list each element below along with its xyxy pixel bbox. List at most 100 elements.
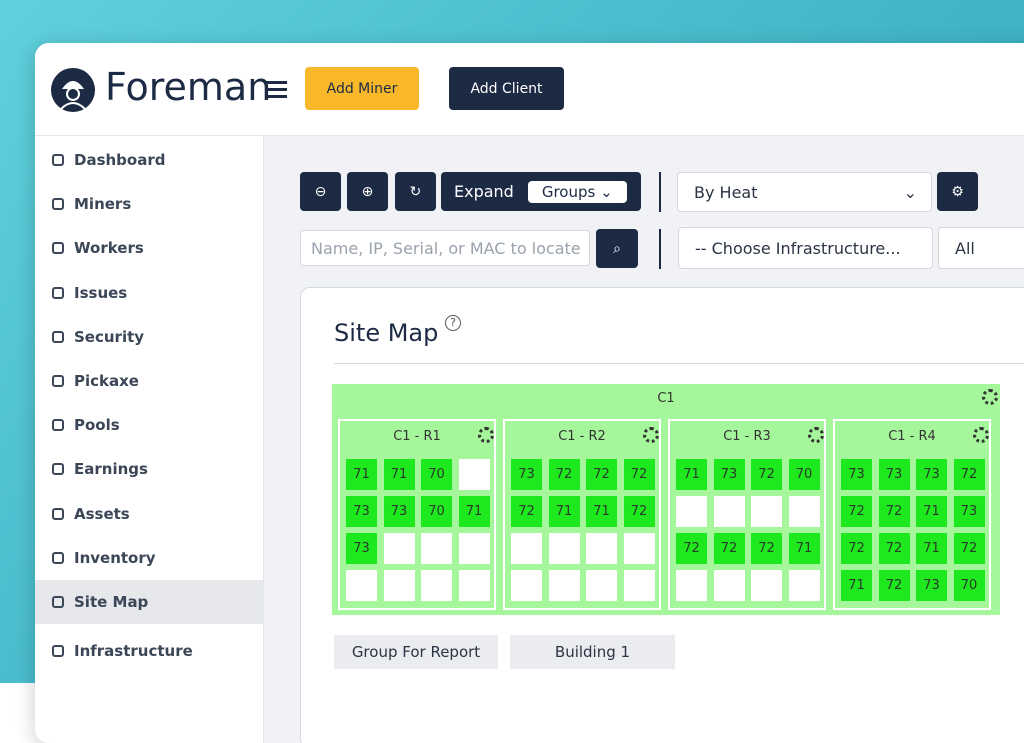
filter-select[interactable]: All <box>938 227 1024 269</box>
miner-cell[interactable]: 71 <box>549 496 580 527</box>
empty-slot[interactable] <box>624 533 655 564</box>
miner-cell[interactable]: 72 <box>841 496 872 527</box>
tab[interactable]: Building 1 <box>510 635 675 669</box>
view-select[interactable]: By Heat⌄ <box>677 172 932 212</box>
miner-cell[interactable]: 72 <box>586 459 617 490</box>
empty-slot[interactable] <box>676 496 707 527</box>
rack-settings[interactable] <box>973 427 989 443</box>
miner-cell[interactable]: 71 <box>916 533 947 564</box>
infrastructure-select[interactable]: -- Choose Infrastructure... <box>678 227 933 269</box>
container-settings[interactable] <box>982 389 998 405</box>
empty-slot[interactable] <box>789 496 820 527</box>
miner-cell[interactable]: 72 <box>624 459 655 490</box>
miner-cell[interactable]: 71 <box>916 496 947 527</box>
nav-item[interactable]: Pickaxe <box>35 359 263 403</box>
tab[interactable]: Group For Report <box>334 635 498 669</box>
nav-item[interactable]: Pools <box>35 403 263 447</box>
nav-item[interactable]: Site Map <box>35 580 263 624</box>
miner-cell[interactable]: 71 <box>676 459 707 490</box>
empty-slot[interactable] <box>511 570 542 601</box>
miner-cell[interactable]: 72 <box>549 459 580 490</box>
empty-slot[interactable] <box>751 570 782 601</box>
miner-cell[interactable]: 72 <box>751 533 782 564</box>
nav-item[interactable]: Assets <box>35 492 263 536</box>
miner-cell[interactable]: 70 <box>954 570 985 601</box>
empty-slot[interactable] <box>421 533 452 564</box>
empty-slot[interactable] <box>511 533 542 564</box>
miner-cell[interactable]: 72 <box>954 459 985 490</box>
miner-cell[interactable]: 73 <box>879 459 910 490</box>
miner-cell[interactable]: 72 <box>879 570 910 601</box>
miner-cell[interactable]: 73 <box>511 459 542 490</box>
nav-item[interactable]: Inventory <box>35 536 263 580</box>
nav-item[interactable]: Miners <box>35 182 263 226</box>
miner-cell[interactable]: 72 <box>676 533 707 564</box>
miner-cell[interactable]: 73 <box>384 496 415 527</box>
settings-button[interactable]: ⚙ <box>937 172 978 211</box>
miner-cell[interactable]: 73 <box>916 459 947 490</box>
miner-cell[interactable]: 72 <box>511 496 542 527</box>
miner-cell[interactable]: 71 <box>384 459 415 490</box>
miner-cell[interactable]: 72 <box>714 533 745 564</box>
miner-cell[interactable]: 71 <box>459 496 490 527</box>
miner-cell[interactable]: 73 <box>346 496 377 527</box>
empty-slot[interactable] <box>384 533 415 564</box>
miner-cell[interactable]: 71 <box>586 496 617 527</box>
rack-settings[interactable] <box>643 427 659 443</box>
miner-cell[interactable]: 72 <box>624 496 655 527</box>
add-miner-button[interactable]: Add Miner <box>305 67 419 110</box>
nav-item[interactable]: Dashboard <box>35 138 263 182</box>
empty-slot[interactable] <box>624 570 655 601</box>
miner-cell[interactable]: 73 <box>841 459 872 490</box>
miner-cell[interactable]: 73 <box>714 459 745 490</box>
rack-settings[interactable] <box>808 427 824 443</box>
search-button[interactable]: ⌕ <box>596 229 638 268</box>
empty-slot[interactable] <box>384 570 415 601</box>
empty-slot[interactable] <box>789 570 820 601</box>
nav-item[interactable]: Workers <box>35 226 263 270</box>
empty-slot[interactable] <box>421 570 452 601</box>
divider <box>659 172 661 212</box>
miner-cell[interactable]: 73 <box>346 533 377 564</box>
nav-item[interactable]: Infrastructure <box>35 629 263 673</box>
empty-slot[interactable] <box>346 570 377 601</box>
nav-item[interactable]: Issues <box>35 271 263 315</box>
empty-slot[interactable] <box>586 570 617 601</box>
groups-select[interactable]: Groups ⌄ <box>528 181 627 203</box>
miner-cell[interactable]: 71 <box>789 533 820 564</box>
nav-item[interactable]: Security <box>35 315 263 359</box>
empty-slot[interactable] <box>459 459 490 490</box>
zoom-out-button[interactable]: ⊖ <box>300 172 341 211</box>
empty-slot[interactable] <box>459 533 490 564</box>
miner-cell[interactable]: 71 <box>346 459 377 490</box>
zoom-in-button[interactable]: ⊕ <box>347 172 388 211</box>
rack-settings[interactable] <box>478 427 494 443</box>
miner-cell[interactable]: 72 <box>841 533 872 564</box>
nav-item[interactable]: Earnings <box>35 447 263 491</box>
empty-slot[interactable] <box>714 570 745 601</box>
miner-cell[interactable]: 72 <box>751 459 782 490</box>
empty-slot[interactable] <box>676 570 707 601</box>
empty-slot[interactable] <box>549 570 580 601</box>
miner-cell[interactable]: 70 <box>789 459 820 490</box>
menu-toggle[interactable] <box>265 81 287 99</box>
search-input[interactable]: Name, IP, Serial, or MAC to locate <box>300 230 590 266</box>
empty-slot[interactable] <box>714 496 745 527</box>
miner-cell[interactable]: 70 <box>421 459 452 490</box>
miner-cell[interactable]: 73 <box>916 570 947 601</box>
miner-cell[interactable]: 71 <box>841 570 872 601</box>
empty-slot[interactable] <box>549 533 580 564</box>
miner-cell[interactable]: 73 <box>954 496 985 527</box>
miner-cell[interactable]: 72 <box>879 496 910 527</box>
miner-cell[interactable]: 72 <box>879 533 910 564</box>
help-icon[interactable]: ? <box>445 315 461 331</box>
empty-slot[interactable] <box>459 570 490 601</box>
miner-cell[interactable]: 70 <box>421 496 452 527</box>
add-client-button[interactable]: Add Client <box>449 67 564 110</box>
empty-slot[interactable] <box>586 533 617 564</box>
miner-cell[interactable]: 72 <box>954 533 985 564</box>
reset-button[interactable]: ↻ <box>395 172 436 211</box>
empty-slot[interactable] <box>751 496 782 527</box>
